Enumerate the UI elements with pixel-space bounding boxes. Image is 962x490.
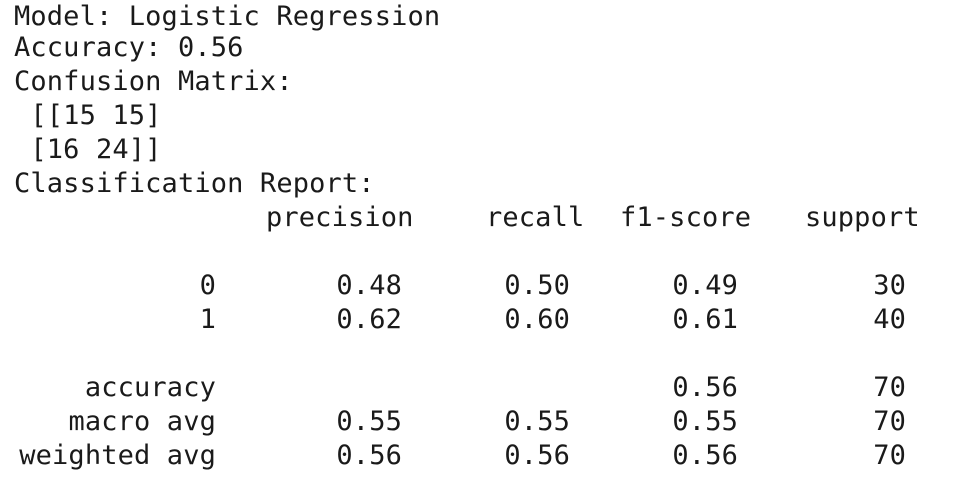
row-label: 1 <box>199 304 216 335</box>
f1-score-value: 0.49 <box>672 270 738 301</box>
confusion-matrix-title: Confusion Matrix: <box>14 66 293 97</box>
row-label: weighted avg <box>19 440 216 471</box>
support-value: 70 <box>873 406 906 437</box>
column-header-precision: precision <box>266 202 414 233</box>
f1-score-value: 0.61 <box>672 304 738 335</box>
confusion-matrix-row: [[15 15] <box>14 100 162 131</box>
confusion-matrix-row: [16 24]] <box>14 134 162 165</box>
column-header-recall: recall <box>486 202 585 233</box>
recall-value: 0.55 <box>504 406 570 437</box>
support-value: 40 <box>873 304 906 335</box>
recall-value: 0.50 <box>504 270 570 301</box>
row-label: macro avg <box>68 406 216 437</box>
precision-value: 0.62 <box>336 304 402 335</box>
f1-score-value: 0.56 <box>672 372 738 403</box>
precision-value: 0.48 <box>336 270 402 301</box>
classification-report-title: Classification Report: <box>14 168 375 199</box>
model-line: Model: Logistic Regression <box>14 1 441 32</box>
accuracy-line: Accuracy: 0.56 <box>14 32 244 63</box>
support-value: 70 <box>873 372 906 403</box>
f1-score-value: 0.56 <box>672 440 738 471</box>
support-value: 30 <box>873 270 906 301</box>
precision-value: 0.56 <box>336 440 402 471</box>
column-header-support: support <box>805 202 920 233</box>
column-header-f1-score: f1-score <box>620 202 752 233</box>
recall-value: 0.60 <box>504 304 570 335</box>
precision-value: 0.55 <box>336 406 402 437</box>
support-value: 70 <box>873 440 906 471</box>
recall-value: 0.56 <box>504 440 570 471</box>
precision-value <box>230 371 402 405</box>
row-label: 0 <box>199 270 216 301</box>
f1-score-value: 0.55 <box>672 406 738 437</box>
recall-value <box>402 371 570 405</box>
row-label: accuracy <box>84 372 216 403</box>
